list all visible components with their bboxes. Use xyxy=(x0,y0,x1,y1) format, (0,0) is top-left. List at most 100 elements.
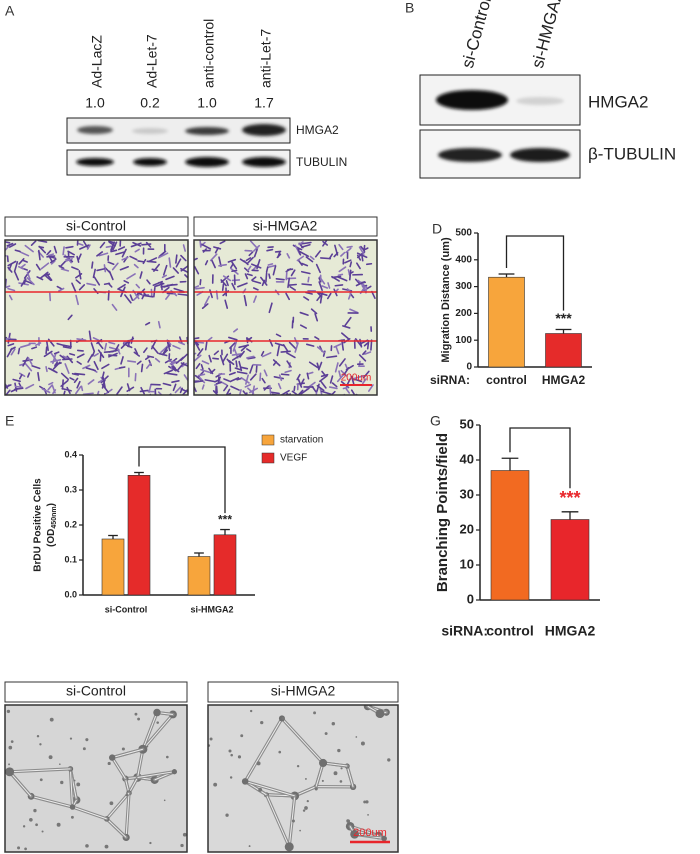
cell xyxy=(219,354,225,366)
cell xyxy=(54,361,59,367)
cell xyxy=(121,256,129,261)
cell xyxy=(8,243,17,248)
cell xyxy=(249,364,254,374)
cell xyxy=(290,269,296,277)
cell xyxy=(358,246,365,255)
cell xyxy=(263,369,268,377)
cell xyxy=(238,360,243,372)
y-axis-label: Migration Distance (um) xyxy=(440,237,452,363)
x-tick-label: si-Control xyxy=(105,604,148,614)
cell xyxy=(141,243,152,246)
cell xyxy=(221,283,225,292)
cell xyxy=(246,273,253,277)
cell xyxy=(221,353,229,363)
cell xyxy=(277,251,281,258)
y-axis-unit-part: ) xyxy=(46,503,57,506)
tube-highlight xyxy=(9,771,32,797)
debris xyxy=(8,745,13,750)
cell xyxy=(261,377,266,384)
cell xyxy=(75,279,81,285)
cell xyxy=(197,373,206,377)
cell xyxy=(272,359,281,367)
cell xyxy=(168,257,172,268)
cell xyxy=(334,244,339,256)
cell xyxy=(328,386,338,390)
cell xyxy=(75,294,79,306)
cell xyxy=(134,348,139,355)
cell xyxy=(203,295,210,306)
cell xyxy=(232,341,238,352)
cell xyxy=(320,381,327,389)
bar xyxy=(187,556,211,596)
cell xyxy=(127,360,137,363)
cell xyxy=(58,287,65,292)
cell xyxy=(289,285,296,291)
image-frame xyxy=(4,704,188,853)
tube-highlight xyxy=(9,768,71,773)
cell xyxy=(370,339,373,351)
cell xyxy=(256,259,261,270)
cell xyxy=(319,388,323,395)
ratio-label: 0.2 xyxy=(140,95,160,111)
bar xyxy=(101,538,125,596)
cell xyxy=(173,287,184,293)
cell xyxy=(320,390,332,395)
cell xyxy=(60,372,70,381)
bar xyxy=(488,276,525,368)
debris xyxy=(146,745,149,748)
cell xyxy=(24,244,34,253)
cell xyxy=(166,341,171,352)
cell xyxy=(140,363,144,373)
cell xyxy=(59,260,67,268)
debris xyxy=(249,709,253,713)
cell xyxy=(362,370,370,379)
scale-bar-label: 200um xyxy=(341,373,372,384)
cell xyxy=(298,241,304,246)
tube-highlight xyxy=(315,762,324,787)
tube-highlight xyxy=(244,718,283,782)
legend-swatch xyxy=(261,452,275,464)
cell xyxy=(328,253,333,260)
cell xyxy=(245,374,249,385)
cell xyxy=(239,258,246,263)
cell xyxy=(40,262,50,270)
debris xyxy=(163,799,166,802)
cell xyxy=(246,256,254,265)
cell xyxy=(121,248,127,258)
cell xyxy=(120,356,124,365)
cell xyxy=(37,371,40,382)
cell xyxy=(20,263,26,269)
cell xyxy=(64,363,70,374)
cell xyxy=(215,381,222,385)
cell xyxy=(79,244,90,250)
cell xyxy=(93,360,99,371)
cell xyxy=(329,375,334,384)
lane-label: anti-Let-7 xyxy=(258,29,274,88)
cell xyxy=(244,273,249,280)
cell xyxy=(26,277,35,286)
band xyxy=(438,148,502,162)
cell xyxy=(251,280,262,284)
comparison-bracket xyxy=(138,446,226,514)
cell xyxy=(268,273,271,279)
debris xyxy=(73,779,76,782)
debris xyxy=(76,782,81,787)
debris xyxy=(237,755,242,759)
debris xyxy=(306,799,309,803)
cell xyxy=(228,336,238,341)
cell xyxy=(60,268,70,272)
cell xyxy=(171,365,180,373)
cell xyxy=(108,352,118,358)
cell xyxy=(247,265,252,272)
cell xyxy=(231,354,242,361)
cell xyxy=(166,372,178,376)
lane-label: Ad-Let-7 xyxy=(144,34,160,88)
debris xyxy=(33,808,37,813)
debris xyxy=(346,819,351,823)
cell xyxy=(76,255,80,263)
cell xyxy=(314,312,319,322)
cell-cluster xyxy=(350,829,359,839)
cell xyxy=(293,385,296,392)
cell xyxy=(111,303,118,311)
cell xyxy=(314,336,320,341)
